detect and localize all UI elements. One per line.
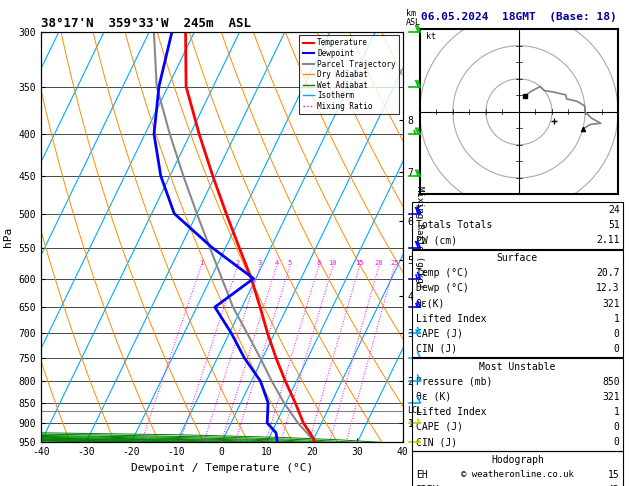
Text: 321: 321: [602, 298, 620, 309]
Text: 15: 15: [355, 260, 364, 266]
Text: 25: 25: [390, 260, 399, 266]
Text: kt: kt: [426, 32, 437, 41]
Text: Temp (°C): Temp (°C): [416, 268, 469, 278]
Text: Lifted Index: Lifted Index: [416, 313, 486, 324]
Text: 0: 0: [614, 329, 620, 339]
Text: PW (cm): PW (cm): [416, 235, 457, 245]
Text: Pressure (mb): Pressure (mb): [416, 377, 492, 387]
Legend: Temperature, Dewpoint, Parcel Trajectory, Dry Adiabat, Wet Adiabat, Isotherm, Mi: Temperature, Dewpoint, Parcel Trajectory…: [299, 35, 399, 114]
Text: 06.05.2024  18GMT  (Base: 18): 06.05.2024 18GMT (Base: 18): [421, 12, 617, 22]
Text: Hodograph: Hodograph: [491, 455, 544, 465]
Text: EH: EH: [416, 470, 428, 480]
Text: CAPE (J): CAPE (J): [416, 329, 463, 339]
Text: θε(K): θε(K): [416, 298, 445, 309]
X-axis label: Dewpoint / Temperature (°C): Dewpoint / Temperature (°C): [131, 463, 313, 473]
Text: 0: 0: [614, 422, 620, 432]
Text: 3: 3: [258, 260, 262, 266]
Text: 4: 4: [274, 260, 279, 266]
Text: 0: 0: [614, 344, 620, 354]
Text: 20.7: 20.7: [596, 268, 620, 278]
Y-axis label: Mixing Ratio (g/kg): Mixing Ratio (g/kg): [415, 186, 425, 288]
Text: CAPE (J): CAPE (J): [416, 422, 463, 432]
Text: 24: 24: [608, 205, 620, 215]
Text: Surface: Surface: [497, 253, 538, 263]
Text: 0: 0: [614, 437, 620, 447]
Text: 5: 5: [287, 260, 292, 266]
Text: 1: 1: [614, 313, 620, 324]
Text: 1: 1: [199, 260, 203, 266]
Text: SREH: SREH: [416, 485, 439, 486]
Text: 2.11: 2.11: [596, 235, 620, 245]
Text: Dewp (°C): Dewp (°C): [416, 283, 469, 294]
Text: CIN (J): CIN (J): [416, 437, 457, 447]
Text: © weatheronline.co.uk: © weatheronline.co.uk: [461, 469, 574, 479]
Text: km
ASL: km ASL: [406, 10, 421, 28]
Text: 38°17'N  359°33'W  245m  ASL: 38°17'N 359°33'W 245m ASL: [41, 17, 251, 31]
Text: LCL: LCL: [407, 406, 421, 416]
Text: 321: 321: [602, 392, 620, 402]
Text: Lifted Index: Lifted Index: [416, 407, 486, 417]
Text: 51: 51: [608, 220, 620, 230]
Text: 850: 850: [602, 377, 620, 387]
Text: Most Unstable: Most Unstable: [479, 362, 555, 372]
Text: K: K: [416, 205, 421, 215]
Text: Totals Totals: Totals Totals: [416, 220, 492, 230]
Text: 8: 8: [316, 260, 321, 266]
Text: 12.3: 12.3: [596, 283, 620, 294]
Text: θε (K): θε (K): [416, 392, 451, 402]
Text: 10: 10: [328, 260, 337, 266]
Y-axis label: hPa: hPa: [3, 227, 13, 247]
Text: 2: 2: [235, 260, 240, 266]
Text: CIN (J): CIN (J): [416, 344, 457, 354]
Text: 15: 15: [608, 470, 620, 480]
Text: 1: 1: [614, 407, 620, 417]
Text: 43: 43: [608, 485, 620, 486]
Text: 20: 20: [374, 260, 383, 266]
